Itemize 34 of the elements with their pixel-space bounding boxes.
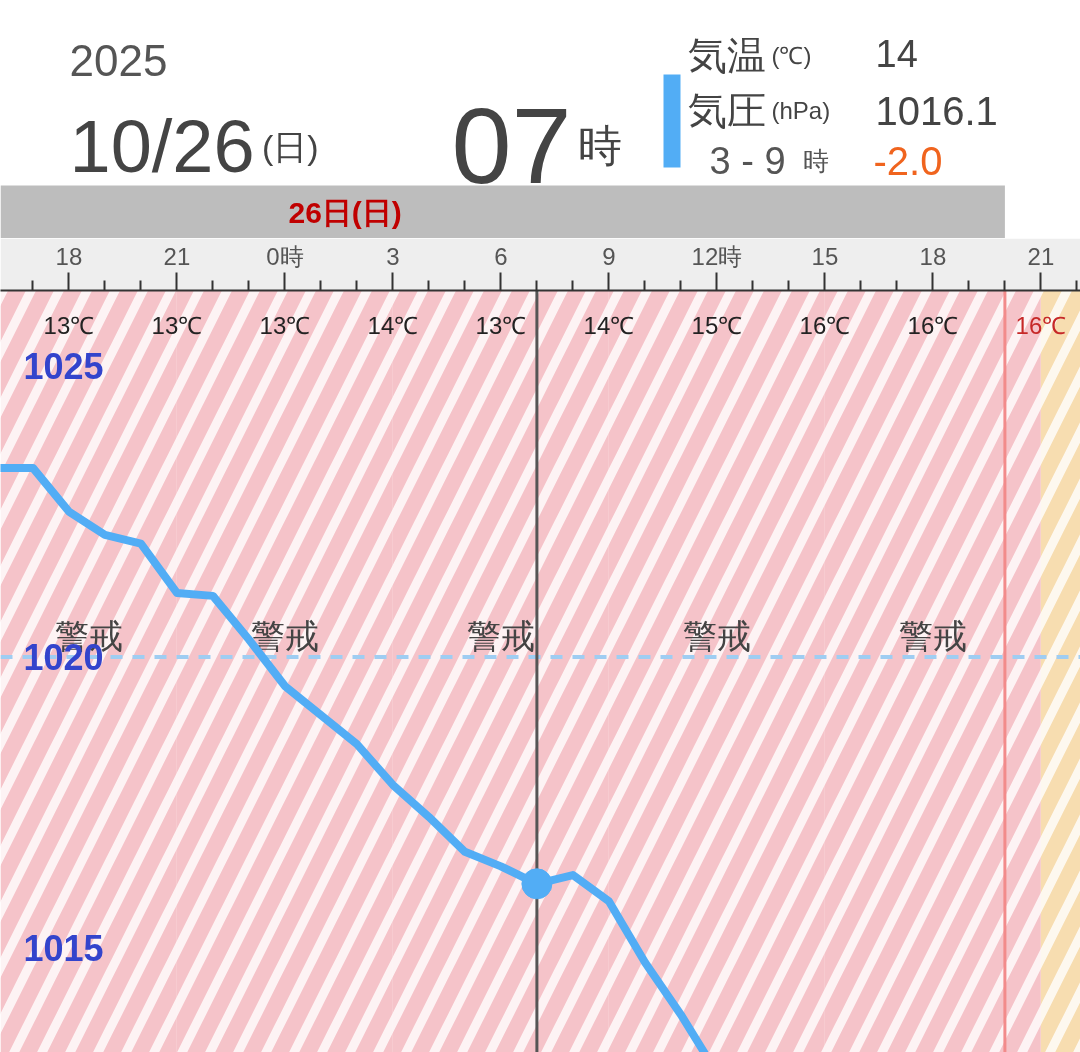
text: 26日(日) [288,196,402,229]
x-tick-label: 6 [494,242,508,270]
x-tick-label: 3 [386,242,400,270]
x-tick-label: 12時 [691,242,743,270]
band-label: 警戒 [250,616,319,655]
text: 気温(℃) [687,34,812,77]
y-tick-label: 1015 [23,927,104,969]
x-tick-label: 18 [55,242,83,270]
annotation: 13℃ [475,312,527,339]
annotation: 13℃ [259,312,311,339]
annotation: 15℃ [691,312,743,339]
annotation: 16℃ [799,312,851,339]
annotation: 14℃ [583,312,635,339]
band-label: 警戒 [898,616,967,655]
band-label: 警戒 [682,616,751,655]
x-tick-label: 21 [163,242,191,270]
legend-label: 気圧(hPa) [687,89,831,132]
annotation: 13℃ [43,312,95,339]
annotation: 16℃ [907,312,959,339]
text: 3 - 9 時 [709,139,829,182]
text: 14 [875,33,918,75]
text: -2.0 [873,138,943,183]
text: 2025 [69,36,168,85]
y-tick-label: 1025 [23,346,104,388]
x-tick-label: 21 [1027,242,1055,270]
x-tick-label: 15 [811,242,839,270]
x-tick-label: 9 [602,242,616,270]
x-tick-label: 18 [919,242,947,270]
text: 1016.1 [875,88,998,133]
annotation: 13℃ [151,312,203,339]
annotation: 14℃ [367,312,419,339]
annotation: 16℃ [1015,312,1067,339]
x-tick-label: 0時 [266,242,304,270]
band-label: 警戒 [466,616,535,655]
